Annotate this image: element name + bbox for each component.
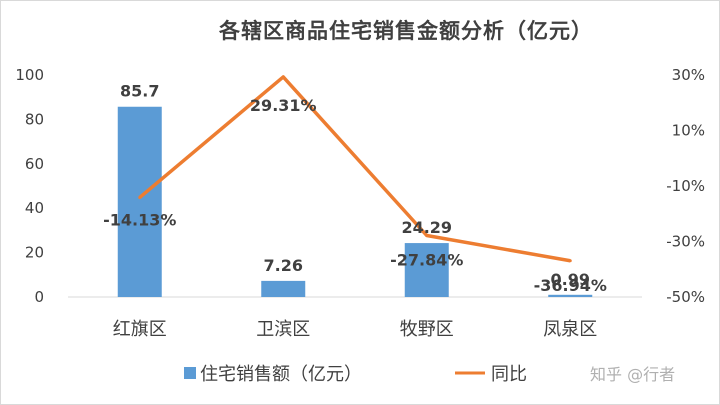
line-value-label: -27.84% xyxy=(390,251,463,270)
line-series xyxy=(138,75,572,263)
bar-value-label: 0.99 xyxy=(551,270,590,289)
category-label: 卫滨区 xyxy=(256,319,310,340)
line-value-label: 29.31% xyxy=(250,96,317,115)
line-point xyxy=(568,259,572,263)
left-tick-label: 100 xyxy=(15,66,44,84)
category-label: 凤泉区 xyxy=(543,319,597,340)
legend-bar-label: 住宅销售额（亿元） xyxy=(200,364,362,385)
right-axis-ticks: -50% -30% -10% 10% 30% xyxy=(666,66,705,306)
bar-value-label: 85.7 xyxy=(120,82,159,101)
left-tick-label: 80 xyxy=(25,110,44,128)
category-label: 牧野区 xyxy=(400,319,454,340)
category-labels: 红旗区 卫滨区 牧野区 凤泉区 xyxy=(113,319,598,340)
left-axis-ticks: 0 20 40 60 80 100 xyxy=(15,66,44,306)
bar xyxy=(261,280,306,297)
legend-line-label: 同比 xyxy=(491,364,527,385)
right-tick-label: -10% xyxy=(666,177,705,195)
right-tick-label: -30% xyxy=(666,233,705,251)
right-tick-label: -50% xyxy=(666,288,705,306)
legend-bar-swatch xyxy=(184,367,196,379)
line-point xyxy=(138,195,142,199)
line-point xyxy=(281,75,285,79)
bar-series xyxy=(117,106,593,297)
left-tick-label: 60 xyxy=(25,155,44,173)
watermark: 知乎 @行者 xyxy=(590,365,675,384)
line-value-label: -14.13% xyxy=(103,210,176,229)
line-data-labels: -14.13% 29.31% -27.84% -36.94% xyxy=(103,96,607,295)
bar xyxy=(548,294,593,297)
line-point xyxy=(425,234,429,238)
left-tick-label: 40 xyxy=(25,199,44,217)
bar-data-labels: 85.7 7.26 24.29 0.99 xyxy=(120,82,590,289)
right-tick-label: 10% xyxy=(672,122,705,140)
category-label: 红旗区 xyxy=(113,319,167,340)
legend: 住宅销售额（亿元） 同比 xyxy=(184,364,527,385)
chart-title: 各辖区商品住宅销售金额分析（亿元） xyxy=(218,19,593,43)
left-tick-label: 0 xyxy=(34,288,44,306)
bar xyxy=(117,106,162,297)
left-tick-label: 20 xyxy=(25,244,44,262)
line-value-label: -36.94% xyxy=(534,276,607,295)
bar-value-label: 7.26 xyxy=(264,256,303,275)
right-tick-label: 30% xyxy=(672,66,705,84)
yoy-line xyxy=(138,75,571,263)
bar xyxy=(404,243,449,297)
bar-value-label: 24.29 xyxy=(401,218,452,237)
